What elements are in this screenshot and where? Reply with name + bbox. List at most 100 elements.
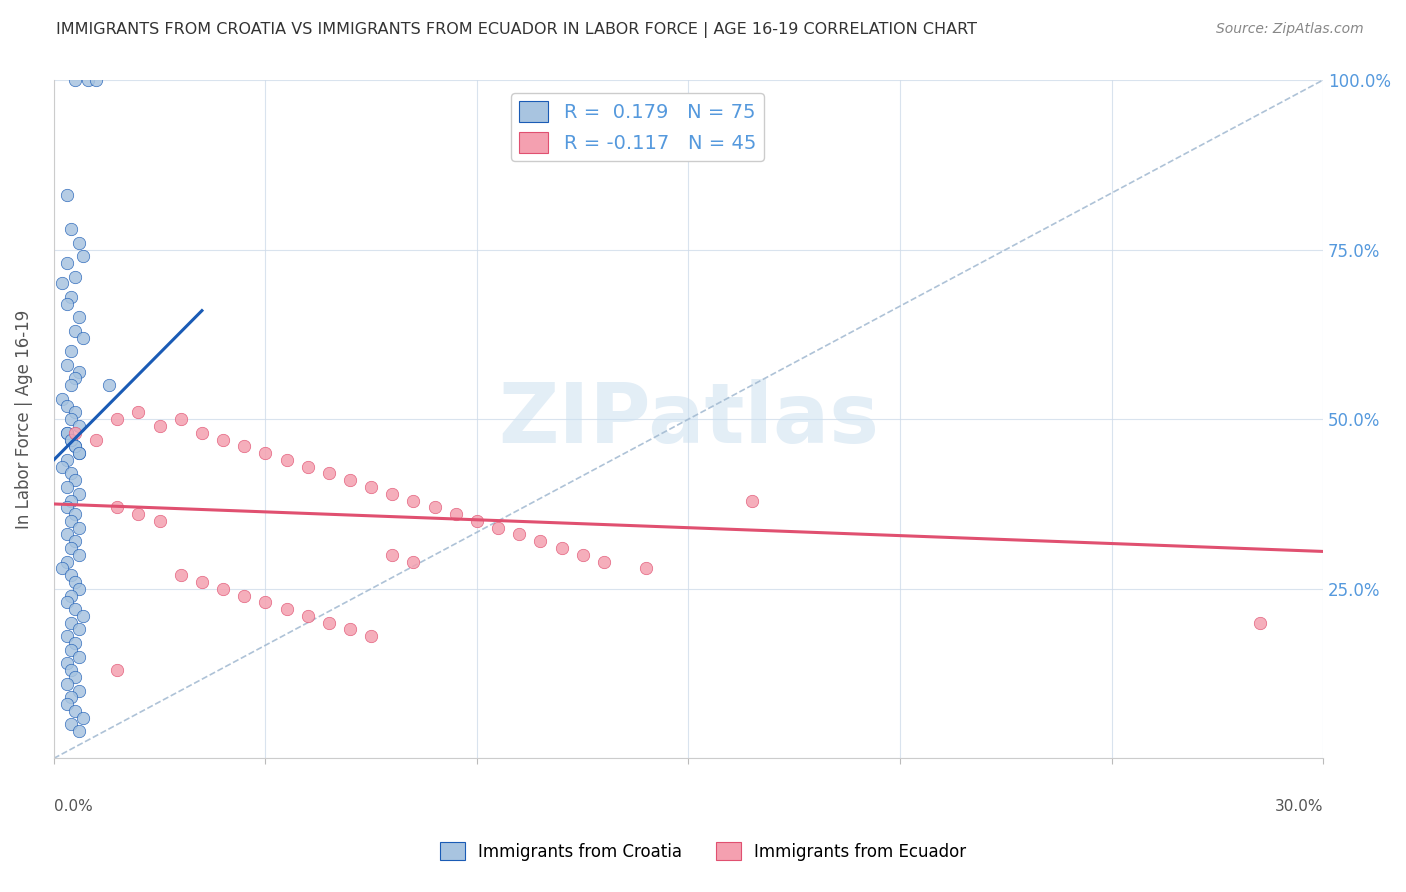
Point (67, 310, 90, 325)
Point (318, 467, 340, 481)
Point (72, 608, 94, 623)
Point (55, 188, 77, 202)
Point (465, 514, 488, 528)
Point (529, 534, 551, 549)
Point (59, 568, 82, 582)
Point (486, 521, 509, 535)
Point (55, 480, 77, 494)
Point (444, 507, 467, 521)
Point (402, 555, 425, 569)
Point (105, 663, 128, 677)
Point (67, 649, 90, 664)
Point (508, 527, 530, 541)
Point (55, 425, 77, 440)
Point (63, 73, 86, 87)
Point (63, 439, 86, 453)
Point (59, 615, 82, 630)
Point (63, 473, 86, 487)
Point (318, 615, 340, 630)
Point (55, 453, 77, 467)
Point (276, 602, 298, 616)
Point (212, 582, 235, 596)
Point (55, 358, 77, 372)
Point (170, 412, 193, 426)
Point (67, 724, 90, 739)
Point (51, 392, 73, 406)
Point (55, 677, 77, 691)
Point (55, 657, 77, 671)
Point (127, 405, 149, 419)
Point (63, 324, 86, 338)
Point (55, 399, 77, 413)
Point (254, 595, 277, 609)
Point (59, 717, 82, 731)
Point (67, 235, 90, 250)
Point (67, 446, 90, 460)
Point (339, 623, 361, 637)
Point (191, 425, 214, 440)
Point (59, 222, 82, 236)
Point (67, 487, 90, 501)
Point (59, 467, 82, 481)
Point (67, 548, 90, 562)
Point (212, 433, 235, 447)
Point (276, 453, 298, 467)
Point (381, 487, 404, 501)
Point (55, 555, 77, 569)
Point (170, 568, 193, 582)
Point (51, 459, 73, 474)
Point (423, 500, 446, 515)
Point (149, 514, 172, 528)
Point (76, 73, 98, 87)
Point (63, 574, 86, 589)
Point (339, 473, 361, 487)
Text: Source: ZipAtlas.com: Source: ZipAtlas.com (1216, 22, 1364, 37)
Point (55, 595, 77, 609)
Point (55, 629, 77, 643)
Point (63, 405, 86, 419)
Point (67, 419, 90, 434)
Point (592, 555, 614, 569)
Point (59, 690, 82, 705)
Point (402, 493, 425, 508)
Point (191, 574, 214, 589)
Text: IMMIGRANTS FROM CROATIA VS IMMIGRANTS FROM ECUADOR IN LABOR FORCE | AGE 16-19 CO: IMMIGRANTS FROM CROATIA VS IMMIGRANTS FR… (56, 22, 977, 38)
Point (55, 297, 77, 311)
Point (59, 412, 82, 426)
Point (55, 697, 77, 711)
Point (63, 602, 86, 616)
Point (72, 711, 94, 725)
Text: ZIPatlas: ZIPatlas (498, 379, 879, 459)
Point (55, 527, 77, 541)
Point (51, 561, 73, 575)
Point (97, 378, 120, 392)
Point (63, 439, 86, 453)
Point (127, 507, 149, 521)
Point (67, 446, 90, 460)
Point (59, 378, 82, 392)
Point (59, 642, 82, 657)
Point (360, 480, 382, 494)
Text: 30.0%: 30.0% (1275, 799, 1323, 814)
Point (105, 412, 128, 426)
Point (59, 589, 82, 603)
Point (381, 548, 404, 562)
Point (67, 365, 90, 379)
Point (67, 521, 90, 535)
Point (636, 561, 658, 575)
Point (63, 425, 86, 440)
Point (67, 623, 90, 637)
Point (297, 459, 319, 474)
Point (59, 344, 82, 359)
Legend: R =  0.179   N = 75, R = -0.117   N = 45: R = 0.179 N = 75, R = -0.117 N = 45 (512, 93, 763, 161)
Point (254, 446, 277, 460)
Point (63, 534, 86, 549)
Point (63, 670, 86, 684)
Point (55, 256, 77, 270)
Point (72, 331, 94, 345)
Text: 0.0%: 0.0% (53, 799, 93, 814)
Point (55, 500, 77, 515)
Point (59, 433, 82, 447)
Point (55, 425, 77, 440)
Point (67, 582, 90, 596)
